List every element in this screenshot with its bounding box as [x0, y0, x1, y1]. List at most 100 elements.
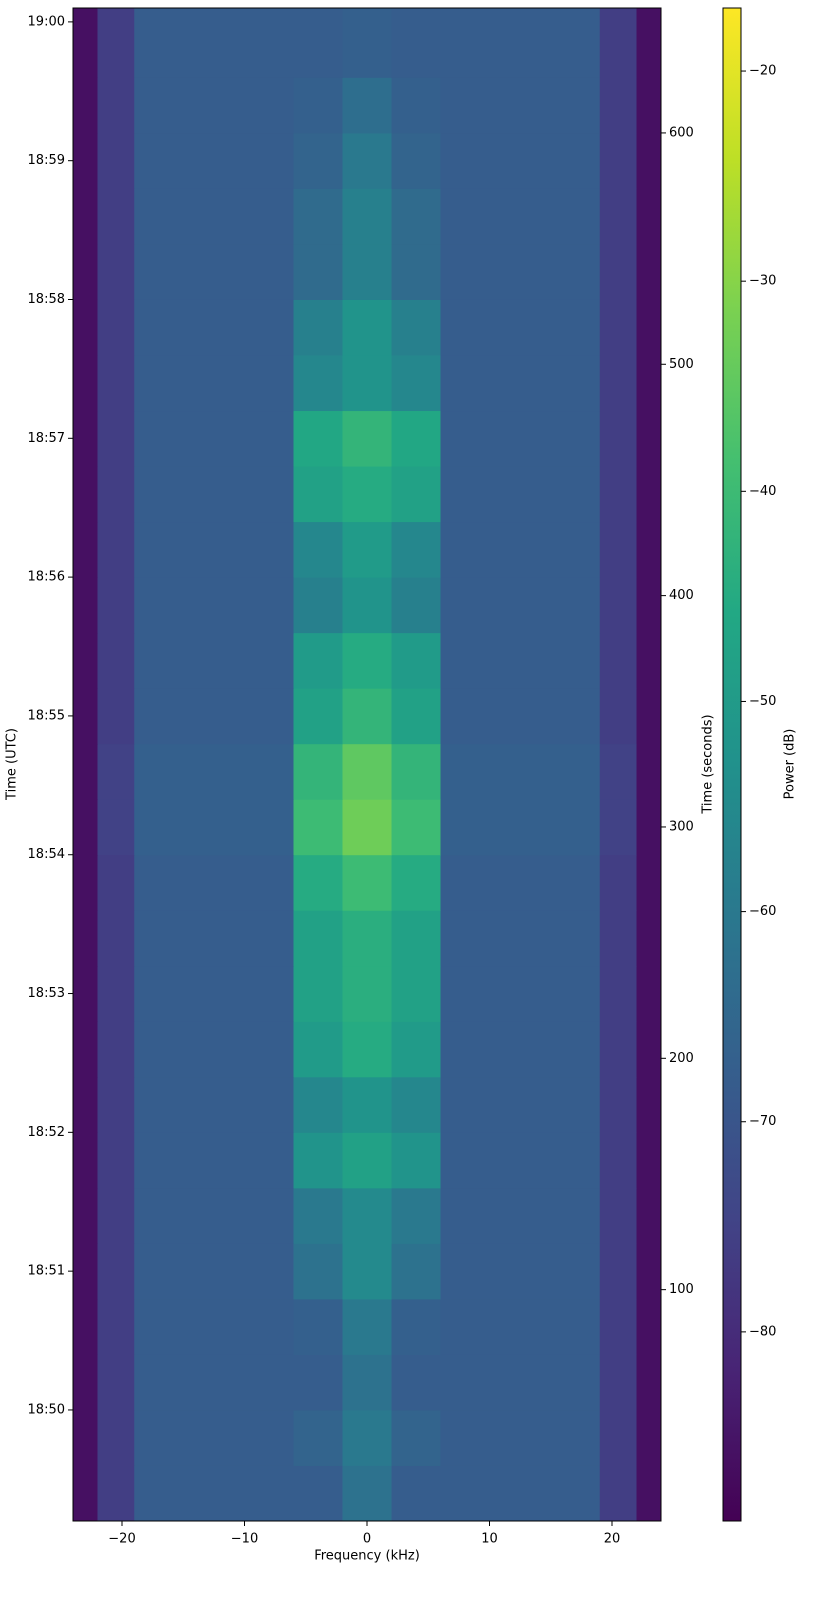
heatmap-cell [636, 632, 662, 689]
heatmap-cell [342, 965, 392, 1022]
heatmap-cell [440, 1354, 601, 1411]
heatmap-cell [134, 910, 294, 967]
heatmap-cell [391, 243, 441, 300]
heatmap-cell [73, 299, 98, 356]
heatmap-cell [97, 466, 135, 523]
heatmap-cell [636, 799, 662, 856]
heatmap-cell [342, 577, 392, 634]
heatmap-cell [134, 1465, 294, 1522]
heatmap-cell [134, 1298, 294, 1355]
heatmap-cell [97, 1021, 135, 1078]
heatmap-cell [73, 1187, 98, 1244]
x-tick-label: −10 [231, 1532, 258, 1547]
heatmap-cell [73, 77, 98, 134]
heatmap-cell [134, 1409, 294, 1466]
heatmap-cell [73, 910, 98, 967]
heatmap-cell [134, 1354, 294, 1411]
heatmap-cell [391, 1076, 441, 1133]
heatmap-cell [440, 355, 601, 412]
heatmap-cell [636, 688, 662, 745]
heatmap-cell [293, 1076, 343, 1133]
heatmap-cell [440, 632, 601, 689]
colorbar-label: Power (dB) [783, 729, 798, 800]
heatmap-cell [73, 521, 98, 578]
heatmap-cell [599, 799, 637, 856]
heatmap-cell [599, 1354, 637, 1411]
x-tick-label: −20 [108, 1532, 135, 1547]
heatmap-cell [599, 1132, 637, 1189]
heatmap-cell [293, 632, 343, 689]
heatmap-cell [73, 243, 98, 300]
heatmap-cell [97, 188, 135, 245]
heatmap-cell [73, 688, 98, 745]
heatmap-cell [599, 77, 637, 134]
heatmap-cell [97, 1298, 135, 1355]
heatmap-cell [97, 632, 135, 689]
heatmap-cell [293, 910, 343, 967]
heatmap-cell [134, 466, 294, 523]
heatmap-cell [134, 1076, 294, 1133]
heatmap-cell [97, 1354, 135, 1411]
heatmap-cell [73, 743, 98, 800]
heatmap-cell [134, 799, 294, 856]
heatmap-cell [599, 8, 637, 78]
y-tick-label: 18:56 [28, 570, 65, 585]
heatmap-cell [440, 299, 601, 356]
heatmap-cell [599, 1465, 637, 1522]
heatmap-cell [636, 132, 662, 189]
y-tick-label: 19:00 [28, 14, 65, 29]
heatmap-cell [636, 1465, 662, 1522]
y2-axis-label: Time (seconds) [701, 714, 716, 814]
heatmap-cell [73, 132, 98, 189]
y-tick-label: 18:54 [28, 847, 65, 862]
heatmap-cell [599, 355, 637, 412]
heatmap-cell [636, 188, 662, 245]
heatmap-cell [599, 1409, 637, 1466]
heatmap-cell [636, 8, 662, 78]
heatmap-cell [293, 1465, 343, 1522]
heatmap-cell [73, 8, 98, 78]
heatmap-cell [293, 854, 343, 911]
heatmap-cell [636, 1354, 662, 1411]
heatmap-cell [599, 965, 637, 1022]
heatmap-cell [134, 8, 294, 78]
y2-tick-label: 400 [669, 588, 694, 603]
colorbar-tick-label: −80 [749, 1324, 776, 1339]
heatmap-cell [73, 1465, 98, 1522]
heatmap-cell [97, 1187, 135, 1244]
heatmap-cell [97, 854, 135, 911]
heatmap-cell [599, 1187, 637, 1244]
colorbar-tick-label: −50 [749, 694, 776, 709]
heatmap-cell [599, 521, 637, 578]
heatmap-cell [73, 1076, 98, 1133]
heatmap-cell [73, 1021, 98, 1078]
heatmap-cell [636, 1132, 662, 1189]
heatmap-cell [293, 77, 343, 134]
heatmap-cell [440, 743, 601, 800]
heatmap-cell [293, 1132, 343, 1189]
heatmap-cell [440, 577, 601, 634]
heatmap-cell [440, 1243, 601, 1300]
heatmap-cell [636, 1243, 662, 1300]
heatmap-cell [134, 188, 294, 245]
heatmap-cell [391, 1243, 441, 1300]
heatmap-cell [97, 1132, 135, 1189]
heatmap-cell [636, 854, 662, 911]
heatmap-cell [391, 1187, 441, 1244]
heatmap-cell [391, 521, 441, 578]
heatmap-cell [134, 1021, 294, 1078]
heatmap-cell [342, 243, 392, 300]
heatmap-cell [342, 799, 392, 856]
heatmap-cell [342, 1021, 392, 1078]
heatmap-cell [342, 1187, 392, 1244]
heatmap-cell [391, 188, 441, 245]
heatmap-cell [391, 355, 441, 412]
heatmap-cell [293, 355, 343, 412]
heatmap-cell [391, 1409, 441, 1466]
heatmap-cell [636, 743, 662, 800]
heatmap-cell [293, 410, 343, 467]
heatmap-cell [599, 466, 637, 523]
heatmap-cell [293, 466, 343, 523]
y-tick-label: 18:53 [28, 986, 65, 1001]
heatmap-cell [440, 243, 601, 300]
